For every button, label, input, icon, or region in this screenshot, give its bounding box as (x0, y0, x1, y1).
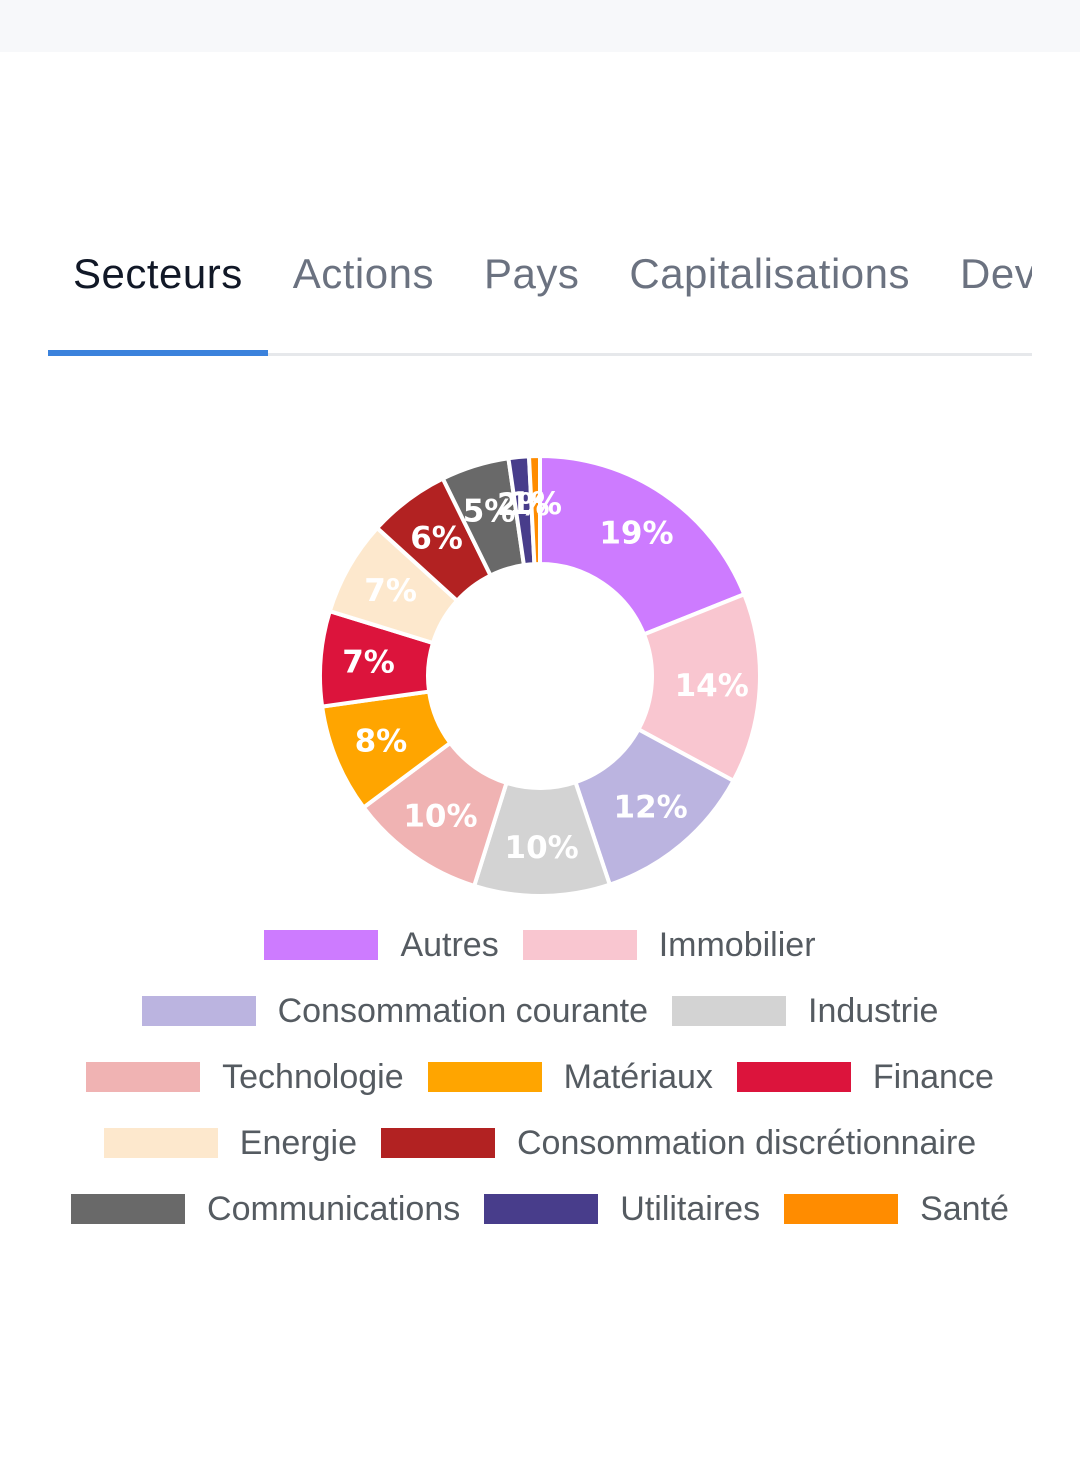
tab-actions[interactable]: Actions (292, 250, 434, 297)
tab-capitalisations[interactable]: Capitalisations (629, 250, 911, 297)
sector-donut-chart: 19% 14% 12% 10% 10% 8% 7% 7% 6%5%2%1% (318, 453, 762, 898)
legend-swatch (380, 1128, 495, 1158)
legend-item[interactable]: Energie (103, 1110, 357, 1176)
top-bar (0, 0, 1080, 52)
legend-swatch (484, 1194, 599, 1224)
slice-data-label: 8% (355, 723, 408, 759)
legend-item[interactable]: Matériaux (427, 1044, 713, 1110)
tab-devises[interactable]: Devises (960, 250, 1032, 297)
slice-data-label: 10% (505, 830, 579, 866)
legend-swatch (86, 1062, 201, 1092)
chart-legend: Autres Immobilier Consommation courante Ind… (40, 912, 1040, 1350)
legend-swatch (71, 1194, 186, 1224)
slice-data-label: 6% (410, 521, 463, 557)
legend-swatch (141, 996, 256, 1026)
slice-santé[interactable] (526, 453, 542, 567)
legend-item[interactable]: Santé (784, 1176, 1009, 1242)
slice-data-label: 14% (675, 668, 749, 704)
legend-swatch (427, 1062, 542, 1092)
tab-bar: Secteurs Actions Pays Capitalisations Devise… (48, 232, 1032, 356)
legend-item[interactable]: Finance (736, 1044, 994, 1110)
slice-autres[interactable] (538, 453, 747, 637)
legend-label: Communications (207, 1189, 461, 1228)
legend-swatch (522, 930, 637, 960)
legend-label: Immobilier (658, 925, 816, 964)
legend-label: Matériaux (563, 1057, 713, 1096)
slice-data-label: 7% (364, 573, 417, 609)
legend-item[interactable]: Industrie (672, 978, 938, 1044)
legend-item[interactable]: Immobilier (522, 912, 816, 978)
legend-label: Utilitaires (620, 1189, 761, 1228)
slice-data-label: 5% (463, 494, 516, 530)
legend-label: Consommation courante (277, 991, 648, 1030)
legend-label: Autres (400, 925, 499, 964)
legend-item[interactable]: Consommation discrétionnaire (380, 1110, 977, 1176)
legend-swatch (264, 930, 379, 960)
slice-data-label: 10% (403, 798, 477, 834)
legend-item[interactable]: Technologie (86, 1044, 404, 1110)
legend-label: Santé (920, 1189, 1009, 1228)
tab-pays[interactable]: Pays (483, 250, 580, 297)
legend-label: Finance (872, 1057, 994, 1096)
legend-item[interactable]: Autres (264, 912, 499, 978)
tab-bar-divider (48, 353, 1032, 356)
slice-data-label: 12% (614, 790, 688, 826)
legend-swatch (672, 996, 786, 1026)
legend-swatch (736, 1062, 851, 1092)
legend-swatch (103, 1128, 218, 1158)
slice-data-label: 7% (342, 644, 395, 680)
legend-item[interactable]: Consommation courante (141, 978, 648, 1044)
legend-swatch (784, 1194, 899, 1224)
slice-data-label: 19% (599, 516, 673, 552)
legend-item[interactable]: Communications (71, 1176, 460, 1242)
legend-label: Industrie (808, 991, 939, 1030)
legend-label: Consommation discrétionnaire (516, 1123, 977, 1162)
tab-secteurs[interactable]: Secteurs (48, 232, 268, 356)
slice-data-label: 1% (509, 486, 562, 522)
slice-data-label: 2% (497, 487, 550, 523)
tab-strip: Secteurs Actions Pays Capitalisations Devise… (48, 232, 1032, 356)
legend-label: Technologie (222, 1057, 404, 1096)
legend-label: Energie (239, 1123, 357, 1162)
legend-item[interactable]: Utilitaires (484, 1176, 760, 1242)
